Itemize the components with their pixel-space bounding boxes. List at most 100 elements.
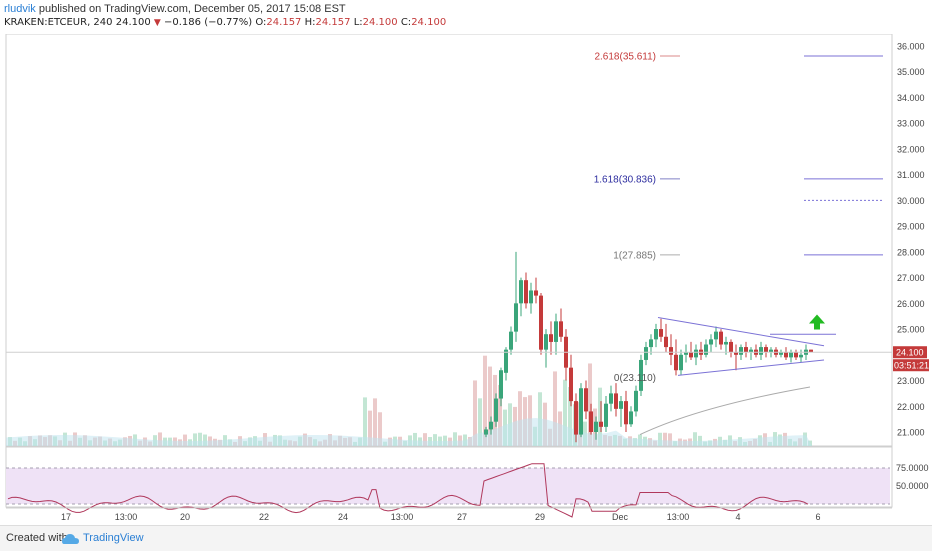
time-axis[interactable]: 17 13:00 20 22 24 13:00 27 29 Dec 13:00 4 6: [61, 512, 821, 522]
fib-level-label: 1.618(30.836): [594, 174, 656, 185]
candle-body: [759, 347, 763, 355]
candle-body: [734, 352, 738, 355]
volume-bar: [443, 435, 447, 446]
candle-body: [484, 429, 488, 435]
candle-body: [769, 349, 773, 353]
volume-bar: [518, 391, 522, 446]
price-tick-label: 27.000: [897, 273, 925, 283]
candle-body: [524, 280, 528, 304]
drawing-overlays: 2.618(35.611) 1.618(30.836) 1(27.885) 0(23.…: [594, 52, 883, 436]
close-label: C:: [400, 17, 412, 28]
tradingview-cloud-icon[interactable]: [62, 533, 80, 545]
high-label: H:: [304, 17, 316, 28]
volume-bar: [563, 379, 567, 446]
rsi-tick-label: 50.0000: [896, 481, 929, 491]
last-price: 24.100: [115, 17, 151, 28]
candle-body: [684, 352, 688, 355]
volume-bar: [373, 398, 377, 446]
candle-body: [584, 388, 588, 412]
price-tick-label: 33.000: [897, 119, 925, 129]
price-tick-label: 35.000: [897, 67, 925, 77]
time-tick-label: 13:00: [391, 512, 414, 522]
volume-bar: [363, 397, 367, 446]
candle-body: [494, 398, 498, 422]
main-pane[interactable]: [5, 34, 893, 447]
price-chart[interactable]: 2.618(35.611) 1.618(30.836) 1(27.885) 0(23.…: [0, 34, 932, 524]
candle-body: [499, 370, 503, 399]
rsi-axis[interactable]: 75.0000 50.0000: [896, 463, 929, 491]
last-price-tag-label: 24.100: [896, 348, 924, 358]
symbol-label: KRAKEN:ETCEUR, 240: [4, 17, 113, 28]
volume-bar: [588, 363, 592, 446]
volume-ma-area: [6, 418, 812, 446]
down-triangle-icon: ▼: [153, 18, 161, 28]
candle-body: [739, 347, 743, 355]
candle-body: [629, 411, 633, 425]
time-tick-label: Dec: [612, 512, 629, 522]
fib-level-label: 2.618(35.611): [594, 52, 656, 63]
candle-body: [664, 336, 668, 348]
volume-bar: [663, 432, 667, 446]
time-tick-label: 24: [338, 512, 348, 522]
time-tick-label: 13:00: [667, 512, 690, 522]
footer: Created with TradingView: [0, 525, 932, 551]
candle-body: [634, 390, 638, 412]
candle-body: [574, 401, 578, 435]
candle-body: [794, 352, 798, 358]
candle-body: [649, 339, 653, 348]
candle-body: [644, 347, 648, 360]
candle-body: [694, 349, 698, 358]
candle-body: [779, 352, 783, 355]
time-tick-label: 4: [735, 512, 740, 522]
candle-body: [539, 295, 543, 350]
price-tick-label: 28.000: [897, 247, 925, 257]
candle-body: [609, 393, 613, 404]
candle-body: [724, 341, 728, 345]
volume-bar: [658, 432, 662, 446]
volume-bar: [433, 434, 437, 446]
time-tick-label: 22: [259, 512, 269, 522]
price-tick-label: 21.000: [897, 428, 925, 438]
time-tick-label: 20: [180, 512, 190, 522]
open-value: 24.157: [266, 17, 302, 28]
price-tick-label: 22.000: [897, 402, 925, 412]
publish-text: published on TradingView.com, December 0…: [38, 3, 346, 15]
volume-bar: [183, 434, 187, 446]
volume-bar: [463, 434, 467, 446]
candle-body: [624, 401, 628, 425]
candle-body: [674, 354, 678, 371]
volume-bar: [568, 387, 572, 446]
candle-body: [669, 347, 673, 355]
price-tick-label: 30.000: [897, 196, 925, 206]
candle-body: [619, 401, 623, 409]
candle-body: [659, 329, 663, 337]
tradingview-brand-link[interactable]: TradingView: [83, 532, 144, 544]
time-tick-label: 29: [535, 512, 545, 522]
candle-body: [519, 280, 523, 304]
price-tick-label: 32.000: [897, 144, 925, 154]
candle-body: [604, 403, 608, 427]
price-axis[interactable]: 36.000 35.000 34.000 33.000 32.000 31.000 30.0…: [6, 42, 929, 438]
volume-bar: [453, 432, 457, 446]
candle-body: [719, 331, 723, 345]
volume-bar: [158, 432, 162, 446]
author-link[interactable]: rludvik: [4, 3, 36, 15]
candle-body: [569, 367, 573, 402]
rsi-line: [7, 463, 809, 518]
candle-body: [679, 354, 683, 371]
candle-body: [799, 354, 803, 358]
low-value: 24.100: [362, 17, 398, 28]
candle-body: [689, 352, 693, 358]
volume-bar: [368, 410, 372, 446]
candle-body: [614, 393, 618, 409]
price-tick-label: 34.000: [897, 93, 925, 103]
candle-body: [579, 388, 583, 435]
candle-body: [764, 347, 768, 353]
volume-bar: [413, 432, 417, 446]
fib-level-label: 0(23.110): [614, 373, 656, 384]
last-price-tag: [893, 346, 927, 359]
candle-body: [559, 321, 563, 337]
candle-body: [529, 290, 533, 304]
price-tick-label: 25.000: [897, 325, 925, 335]
candle-body: [589, 411, 593, 432]
